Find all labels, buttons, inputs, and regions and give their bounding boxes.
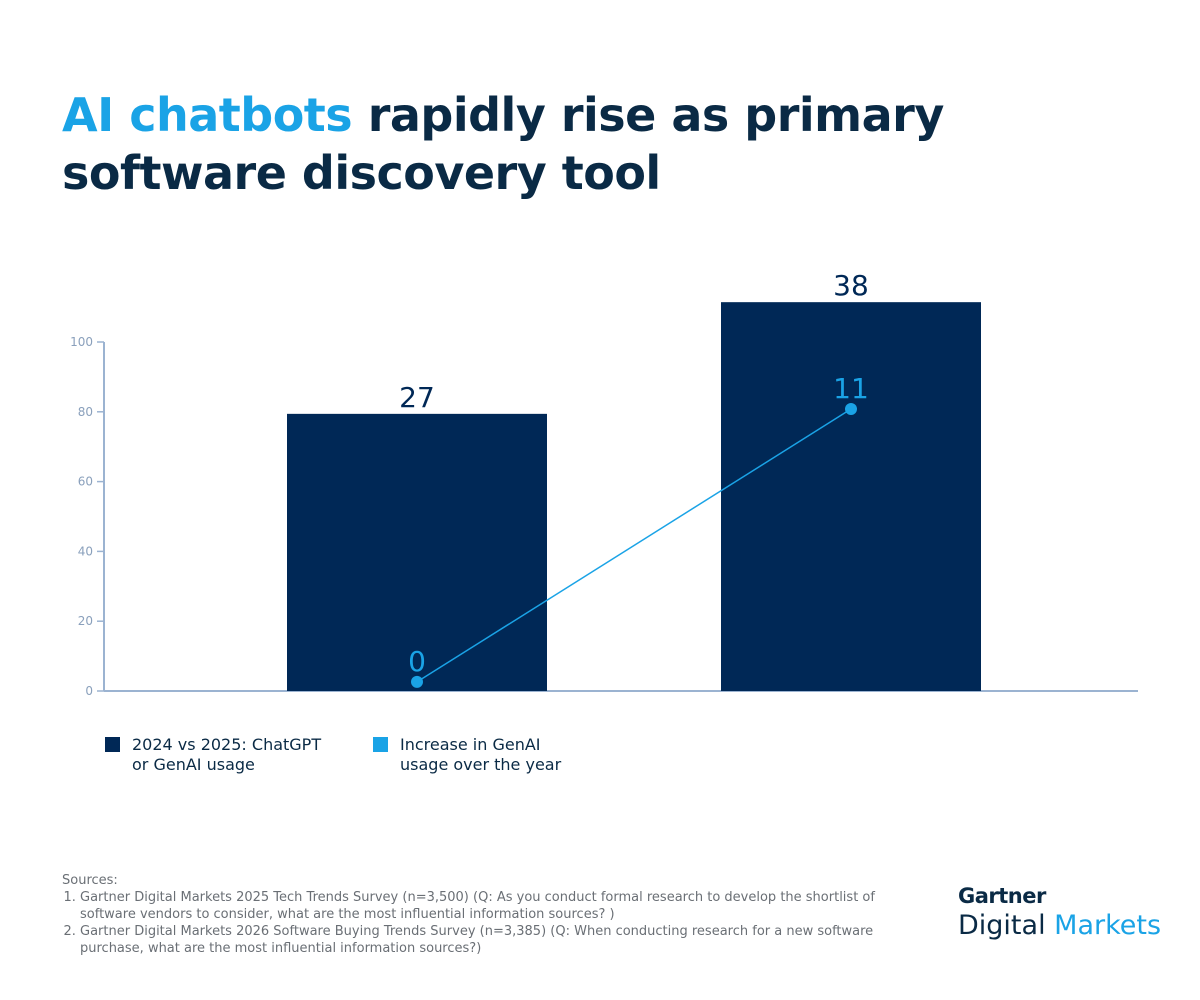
y-tick-label: 60	[78, 475, 93, 489]
legend-swatch	[105, 737, 120, 752]
y-tick-label: 40	[78, 544, 93, 558]
source-item: Gartner Digital Markets 2025 Tech Trends…	[80, 889, 902, 923]
bar-value-label: 27	[399, 381, 435, 414]
logo-line2: Markets	[1054, 910, 1162, 941]
bar	[721, 302, 981, 691]
title-highlight: AI chatbots	[62, 88, 353, 142]
legend-label: 2024 vs 2025: ChatGPT or GenAI usage	[132, 735, 322, 774]
logo: Gartner Digital Markets	[958, 884, 1161, 941]
bar	[287, 413, 547, 691]
legend-swatch	[373, 737, 388, 752]
y-tick-label: 80	[78, 405, 93, 419]
line-value-label: 0	[408, 645, 426, 678]
y-tick-label: 20	[78, 614, 93, 628]
logo-brand: Gartner	[958, 884, 1046, 908]
title: AI chatbots rapidly rise as primary soft…	[62, 86, 1142, 202]
bar-value-label: 38	[833, 269, 869, 302]
title-text: rapidly rise as primary software discove…	[62, 88, 944, 200]
sources: Sources: Gartner Digital Markets 2025 Te…	[62, 872, 902, 957]
y-tick-label: 0	[85, 684, 93, 698]
logo-line1: Digital	[958, 910, 1046, 941]
line	[416, 408, 852, 683]
legend-label: Increase in GenAI usage over the year	[400, 735, 562, 774]
sources-list: Gartner Digital Markets 2025 Tech Trends…	[62, 889, 902, 957]
line-point	[411, 675, 423, 688]
source-item: Gartner Digital Markets 2026 Software Bu…	[80, 923, 902, 957]
y-tick-label: 100	[70, 335, 93, 349]
sources-heading: Sources:	[62, 873, 118, 888]
line-point	[845, 403, 857, 416]
line-value-label: 11	[833, 372, 869, 405]
